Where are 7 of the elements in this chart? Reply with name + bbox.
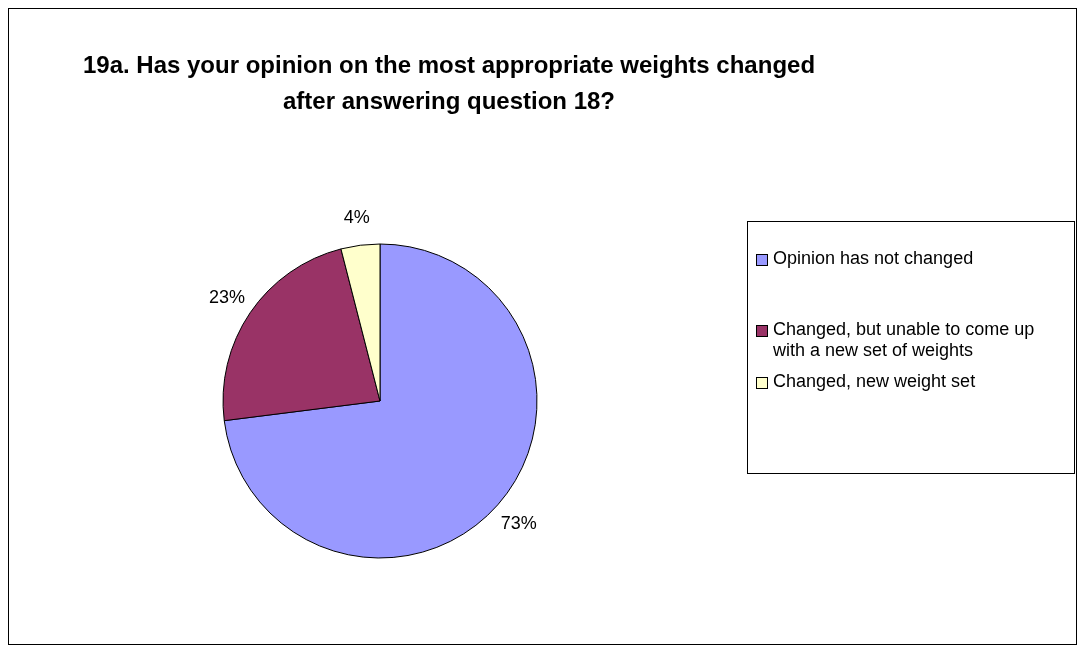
legend-label: Opinion has not changed bbox=[773, 248, 974, 269]
data-label: 4% bbox=[343, 207, 370, 228]
data-label: 23% bbox=[208, 287, 246, 308]
legend-label: Changed, new weight set bbox=[773, 371, 976, 392]
data-label: 73% bbox=[500, 513, 537, 534]
legend-label: Changed, but unable to come up with a new set of weights bbox=[773, 319, 1036, 361]
chart-title: 19a. Has your opinion on the most appropriate weights changed after answering question 18? bbox=[81, 50, 817, 116]
